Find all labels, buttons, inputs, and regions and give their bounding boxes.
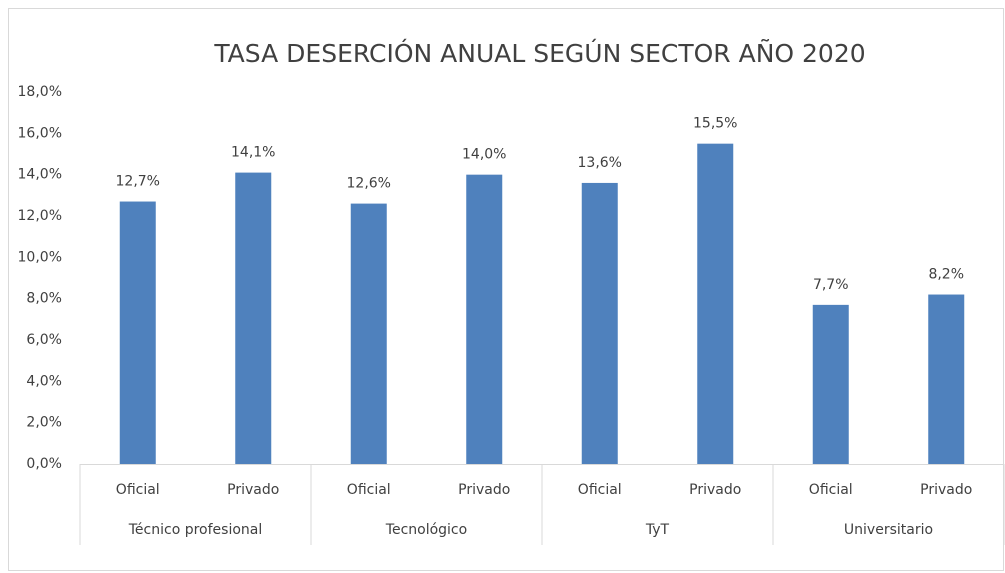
y-tick-label: 14,0% — [18, 167, 62, 183]
chart-border — [8, 8, 1004, 571]
y-tick-label: 12,0% — [18, 208, 62, 224]
y-tick-label: 8,0% — [26, 291, 62, 307]
bar — [350, 203, 387, 464]
x-tick-label: Privado — [227, 482, 279, 498]
x-tick-label: Privado — [689, 482, 741, 498]
group-label: Universitario — [844, 522, 933, 538]
bar — [466, 174, 503, 464]
bar — [812, 304, 849, 464]
y-tick-label: 18,0% — [18, 84, 62, 100]
x-tick-label: Oficial — [347, 482, 391, 498]
group-label: TyT — [645, 522, 670, 538]
bar — [235, 172, 272, 464]
bar — [581, 182, 618, 464]
data-label: 8,2% — [928, 267, 964, 283]
y-tick-label: 6,0% — [26, 332, 62, 348]
y-tick-label: 0,0% — [26, 456, 62, 472]
chart-title: TASA DESERCIÓN ANUAL SEGÚN SECTOR AÑO 20… — [213, 38, 865, 68]
data-label: 12,6% — [347, 176, 391, 192]
data-label: 13,6% — [578, 155, 622, 171]
group-label: Tecnológico — [385, 522, 467, 538]
bar — [928, 294, 965, 464]
data-label: 7,7% — [813, 277, 849, 293]
y-tick-label: 2,0% — [26, 415, 62, 431]
bar — [119, 201, 156, 465]
group-label: Técnico profesional — [128, 522, 263, 538]
y-tick-label: 4,0% — [26, 373, 62, 389]
x-tick-label: Oficial — [809, 482, 853, 498]
x-tick-label: Oficial — [578, 482, 622, 498]
x-tick-label: Privado — [458, 482, 510, 498]
x-tick-label: Oficial — [116, 482, 160, 498]
data-label: 15,5% — [693, 116, 737, 132]
data-label: 14,1% — [231, 145, 275, 161]
x-tick-label: Privado — [920, 482, 972, 498]
data-label: 14,0% — [462, 147, 506, 163]
y-tick-label: 16,0% — [18, 125, 62, 141]
y-tick-label: 10,0% — [18, 249, 62, 265]
bar — [697, 143, 734, 464]
data-label: 12,7% — [116, 174, 160, 190]
